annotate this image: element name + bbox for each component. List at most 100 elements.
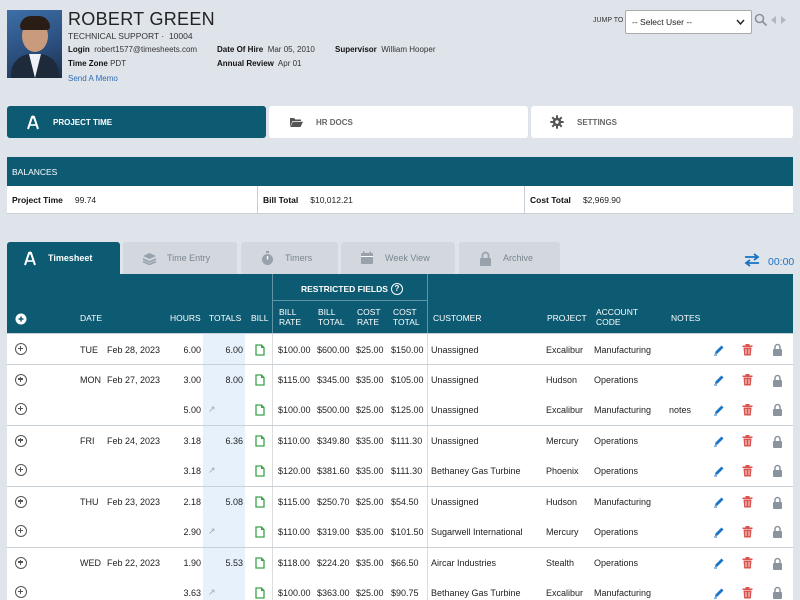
- lock-icon[interactable]: [772, 455, 783, 486]
- row-hours[interactable]: 6.00: [183, 344, 201, 355]
- triangle-left-icon[interactable]: [771, 16, 777, 26]
- trash-icon[interactable]: [742, 548, 753, 579]
- row-bill-total: $363.00: [317, 587, 350, 598]
- add-row-icon[interactable]: [15, 403, 27, 415]
- arrow-glyph: ↗: [208, 465, 216, 475]
- tab-time-entry[interactable]: Time Entry: [123, 242, 237, 274]
- row-hours[interactable]: 5.00: [183, 404, 201, 415]
- tab-hr-docs-label: HR DOCS: [316, 117, 353, 127]
- col-account-l1: ACCOUNT: [596, 307, 639, 317]
- row-hours[interactable]: 1.90: [183, 558, 201, 568]
- col-date[interactable]: DATE: [80, 313, 103, 323]
- lock-icon[interactable]: [772, 516, 783, 547]
- row-bill-total: $349.80: [317, 436, 350, 446]
- tab-timers-label: Timers: [285, 253, 313, 263]
- divider: [272, 486, 273, 518]
- arrow-glyph: ↗: [208, 404, 216, 414]
- trash-icon[interactable]: [742, 394, 753, 425]
- pencil-icon[interactable]: [713, 577, 725, 600]
- tab-timesheet[interactable]: Timesheet: [7, 242, 120, 274]
- add-row-icon[interactable]: [15, 495, 27, 508]
- tab-project-time[interactable]: PROJECT TIME: [7, 106, 266, 138]
- row-bill-total: $500.00: [317, 404, 350, 415]
- triangle-right-icon[interactable]: [780, 16, 786, 26]
- add-row-icon[interactable]: [15, 343, 27, 355]
- trash-icon[interactable]: [742, 334, 753, 365]
- trash-icon[interactable]: [742, 487, 753, 518]
- bill-document-icon[interactable]: [255, 394, 265, 425]
- add-row-icon[interactable]: [15, 373, 27, 386]
- pencil-icon[interactable]: [713, 516, 725, 547]
- arrow-glyph: ↗: [208, 587, 216, 597]
- send-memo-link[interactable]: Send A Memo: [68, 74, 118, 83]
- divider: [427, 274, 428, 333]
- add-row-icon[interactable]: [15, 464, 27, 476]
- pencil-icon[interactable]: [713, 334, 725, 365]
- trash-icon[interactable]: [742, 455, 753, 486]
- col-bill-total-l1: BILL: [318, 307, 336, 317]
- trash-icon[interactable]: [742, 577, 753, 600]
- bill-document-icon[interactable]: [255, 365, 265, 396]
- row-hours[interactable]: 3.18: [183, 465, 201, 476]
- balance-bill-total: Bill Total $10,012.21: [258, 186, 525, 213]
- lock-icon[interactable]: [772, 548, 783, 579]
- tab-hr-docs[interactable]: HR DOCS: [269, 106, 528, 138]
- totals-column-bg: [203, 486, 245, 518]
- user-select[interactable]: -- Select User --: [625, 10, 752, 34]
- trash-icon[interactable]: [742, 365, 753, 396]
- pencil-icon[interactable]: [713, 394, 725, 425]
- row-hours[interactable]: 2.18: [183, 497, 201, 507]
- lock-icon[interactable]: [772, 365, 783, 396]
- row-total: 5.08: [225, 497, 243, 507]
- timer-readout[interactable]: 00:00: [744, 253, 794, 270]
- bill-document-icon[interactable]: [255, 334, 265, 365]
- row-hours[interactable]: 3.00: [183, 375, 201, 385]
- help-icon[interactable]: ?: [390, 283, 403, 295]
- search-icon[interactable]: [754, 13, 768, 29]
- col-hours[interactable]: HOURS: [170, 313, 201, 323]
- bill-document-icon[interactable]: [255, 455, 265, 486]
- row-hours[interactable]: 3.18: [183, 436, 201, 446]
- row-cost-rate: $35.00: [356, 375, 384, 385]
- row-account-code: Manufacturing: [594, 344, 652, 355]
- balance-value: $2,969.90: [582, 194, 621, 205]
- lock-icon[interactable]: [772, 487, 783, 518]
- col-cost-rate: COST RATE: [357, 307, 381, 327]
- bill-document-icon[interactable]: [255, 426, 265, 457]
- pencil-icon[interactable]: [713, 548, 725, 579]
- trash-icon[interactable]: [742, 516, 753, 547]
- lock-icon[interactable]: [772, 394, 783, 425]
- tab-timers[interactable]: Timers: [241, 242, 338, 274]
- bill-document-icon[interactable]: [255, 487, 265, 518]
- add-row-icon[interactable]: [15, 525, 27, 537]
- tab-settings[interactable]: SETTINGS: [531, 106, 793, 138]
- lock-icon[interactable]: [772, 426, 783, 457]
- tab-week-view[interactable]: Week View: [341, 242, 455, 274]
- tab-archive[interactable]: Archive: [459, 242, 560, 274]
- pencil-icon[interactable]: [713, 487, 725, 518]
- bill-document-icon[interactable]: [255, 548, 265, 579]
- row-cost-rate: $35.00: [356, 436, 384, 446]
- add-row-icon[interactable]: [15, 556, 27, 569]
- totals-column-bg: [203, 334, 245, 365]
- bill-document-icon[interactable]: [255, 577, 265, 600]
- col-project[interactable]: PROJECT: [547, 313, 587, 323]
- lock-icon[interactable]: [772, 577, 783, 600]
- row-hours[interactable]: 2.90: [183, 526, 201, 537]
- trash-icon[interactable]: [742, 426, 753, 457]
- divider: [272, 577, 273, 600]
- pencil-icon[interactable]: [713, 365, 725, 396]
- col-customer[interactable]: CUSTOMER: [433, 313, 482, 323]
- add-row-icon[interactable]: [15, 434, 27, 447]
- row-hours[interactable]: 3.63: [183, 587, 201, 598]
- pencil-icon[interactable]: [713, 426, 725, 457]
- gear-icon: [549, 114, 565, 130]
- col-account-code[interactable]: ACCOUNT CODE: [596, 307, 638, 327]
- add-entry-icon[interactable]: [15, 312, 27, 330]
- pencil-icon[interactable]: [713, 455, 725, 486]
- user-select-value: -- Select User --: [632, 17, 692, 27]
- row-day: FRI: [80, 436, 95, 446]
- bill-document-icon[interactable]: [255, 516, 265, 547]
- lock-icon[interactable]: [772, 334, 783, 365]
- add-row-icon[interactable]: [15, 586, 27, 598]
